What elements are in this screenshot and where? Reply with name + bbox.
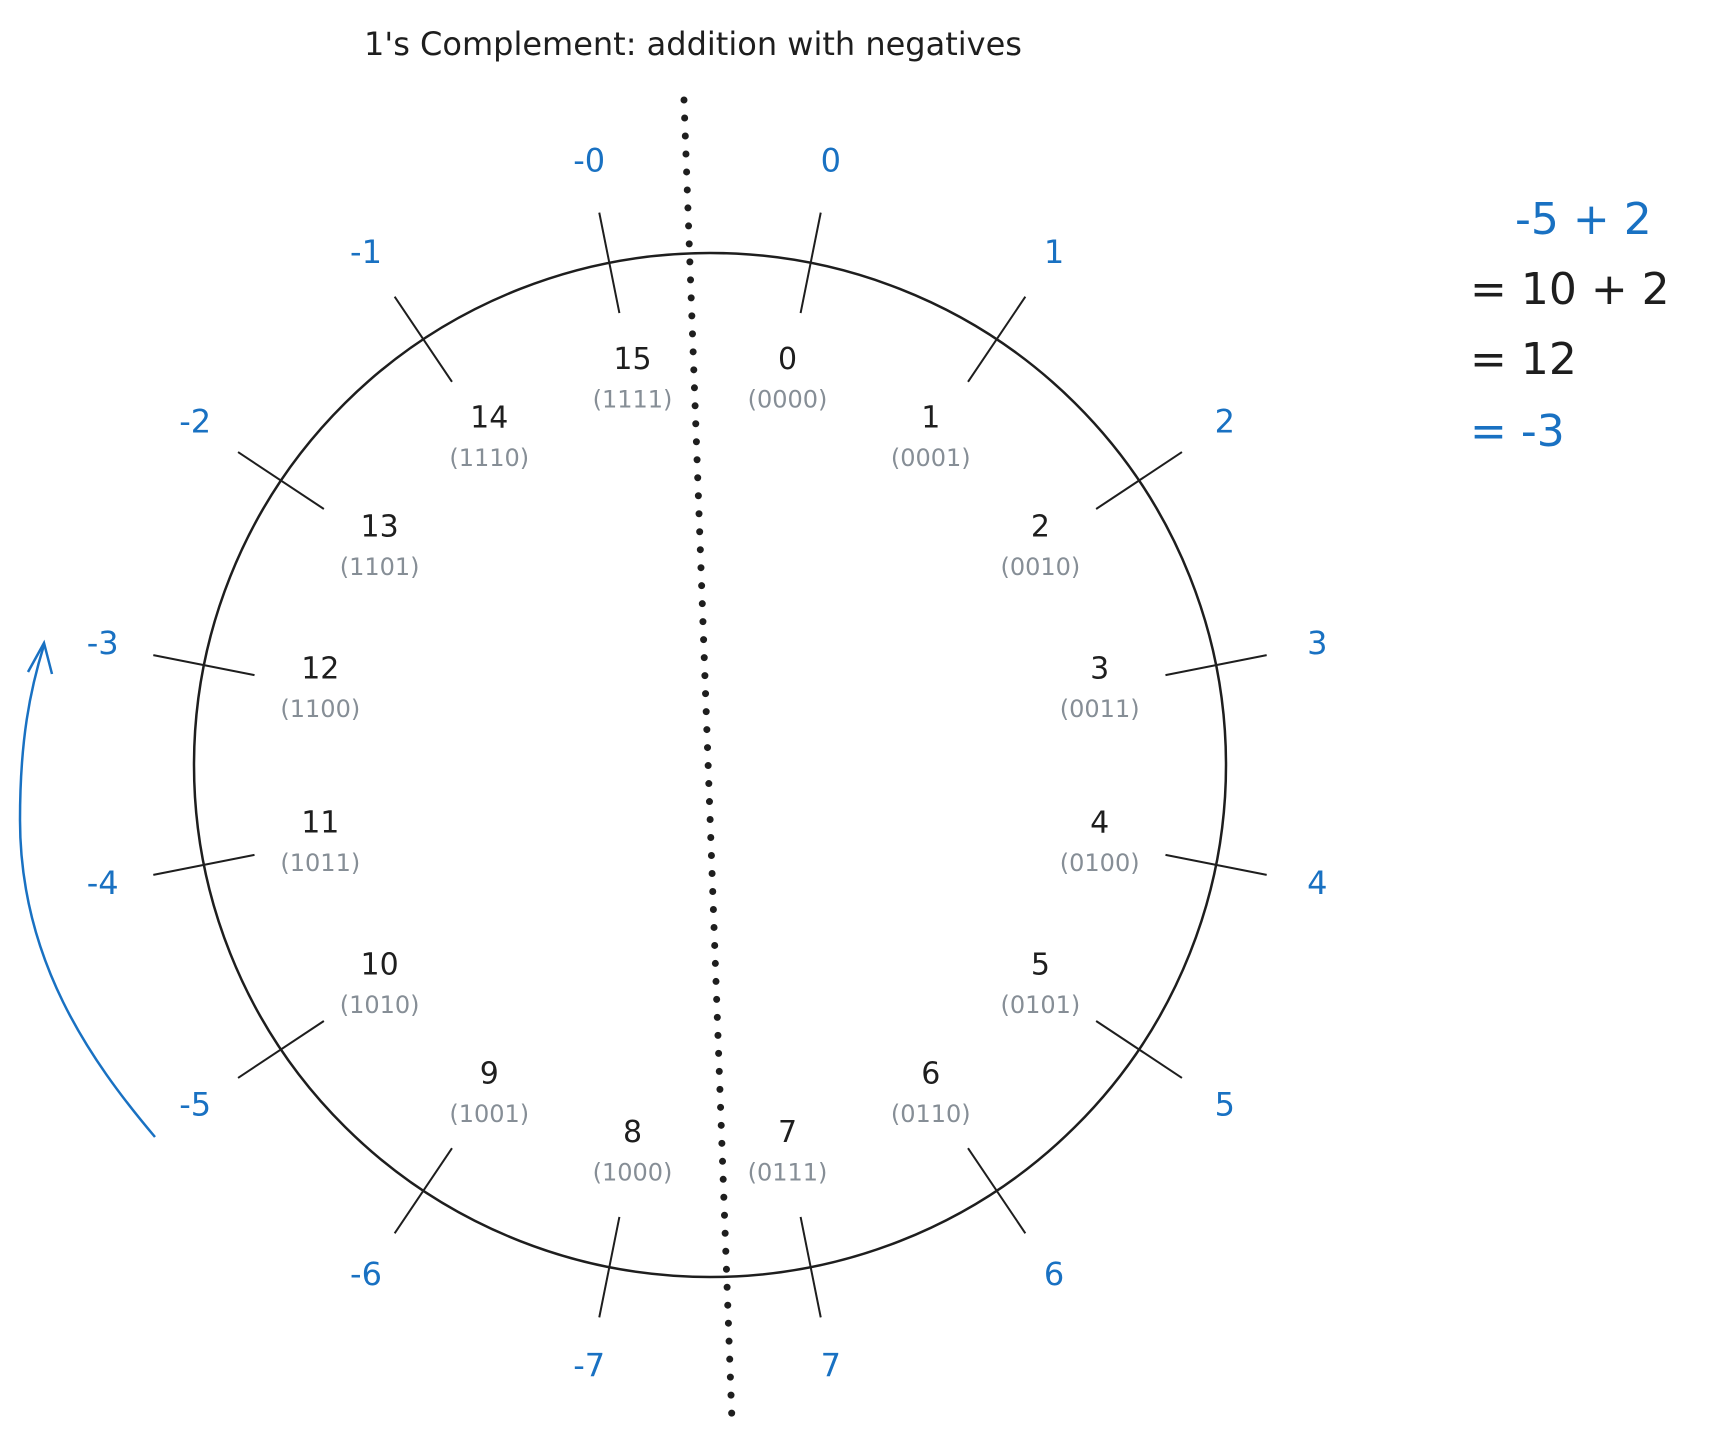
node-number: 5 xyxy=(1031,948,1050,983)
node-binary: (0100) xyxy=(1060,849,1140,877)
signed-value: -4 xyxy=(87,864,119,902)
node-number: 8 xyxy=(623,1115,642,1150)
node-binary: (1101) xyxy=(340,553,420,581)
node-number: 12 xyxy=(301,652,339,687)
node-number: 14 xyxy=(470,401,508,436)
tick xyxy=(393,1147,453,1234)
signed-value: 2 xyxy=(1215,403,1235,441)
node-number: 1 xyxy=(921,401,940,436)
node-binary: (0101) xyxy=(1000,991,1080,1019)
signed-value: 3 xyxy=(1307,624,1327,662)
arrow-head xyxy=(26,639,54,675)
node-binary: (1100) xyxy=(280,695,360,723)
tick xyxy=(799,1216,822,1318)
node-number: 10 xyxy=(361,948,399,983)
direction-arrow xyxy=(18,644,156,1138)
tick xyxy=(1095,451,1183,510)
node-number: 6 xyxy=(921,1056,940,1091)
signed-value: 7 xyxy=(821,1347,841,1385)
node-number: 3 xyxy=(1090,652,1109,687)
title: 1's Complement: addition with negatives xyxy=(364,25,1022,63)
equation-line: = 10 + 2 xyxy=(1470,264,1670,315)
divider xyxy=(680,96,736,1426)
node-binary: (0110) xyxy=(891,1100,971,1128)
tick xyxy=(153,853,255,876)
tick xyxy=(1095,1020,1183,1079)
node-binary: (0010) xyxy=(1000,553,1080,581)
node-binary: (0111) xyxy=(748,1159,828,1187)
signed-value: 5 xyxy=(1215,1085,1235,1123)
signed-value: 6 xyxy=(1044,1255,1064,1293)
tick xyxy=(1165,853,1267,876)
node-number: 15 xyxy=(613,342,651,377)
node-number: 0 xyxy=(778,342,797,377)
node-binary: (1111) xyxy=(593,385,673,413)
equation-line: = 12 xyxy=(1470,334,1577,385)
node-number: 2 xyxy=(1031,509,1050,544)
signed-value: -7 xyxy=(573,1347,605,1385)
node-number: 7 xyxy=(778,1115,797,1150)
equation-line: = -3 xyxy=(1470,406,1565,457)
circle xyxy=(192,251,1228,1279)
node-number: 9 xyxy=(480,1056,499,1091)
tick xyxy=(237,451,325,510)
signed-value: 1 xyxy=(1044,233,1064,271)
tick xyxy=(393,296,453,383)
node-binary: (1011) xyxy=(280,849,360,877)
node-number: 13 xyxy=(361,509,399,544)
signed-value: -1 xyxy=(350,233,382,271)
node-binary: (1001) xyxy=(449,1100,529,1128)
tick xyxy=(237,1020,325,1079)
signed-value: -5 xyxy=(179,1085,211,1123)
equation-line: -5 + 2 xyxy=(1515,194,1652,245)
node-binary: (0011) xyxy=(1060,695,1140,723)
tick xyxy=(598,1216,621,1318)
node-number: 11 xyxy=(301,805,339,840)
node-number: 4 xyxy=(1090,805,1109,840)
tick xyxy=(1165,654,1267,677)
node-binary: (0001) xyxy=(891,444,971,472)
tick xyxy=(799,212,822,314)
node-binary: (0000) xyxy=(748,385,828,413)
tick xyxy=(967,296,1027,383)
signed-value: 4 xyxy=(1307,864,1327,902)
tick xyxy=(153,654,255,677)
tick xyxy=(967,1147,1027,1234)
tick xyxy=(598,212,621,314)
signed-value: -3 xyxy=(87,624,119,662)
node-binary: (1000) xyxy=(593,1159,673,1187)
signed-value: 0 xyxy=(821,141,841,179)
node-binary: (1010) xyxy=(340,991,420,1019)
signed-value: -2 xyxy=(179,403,211,441)
signed-value: -0 xyxy=(573,141,605,179)
signed-value: -6 xyxy=(350,1255,382,1293)
node-binary: (1110) xyxy=(449,444,529,472)
